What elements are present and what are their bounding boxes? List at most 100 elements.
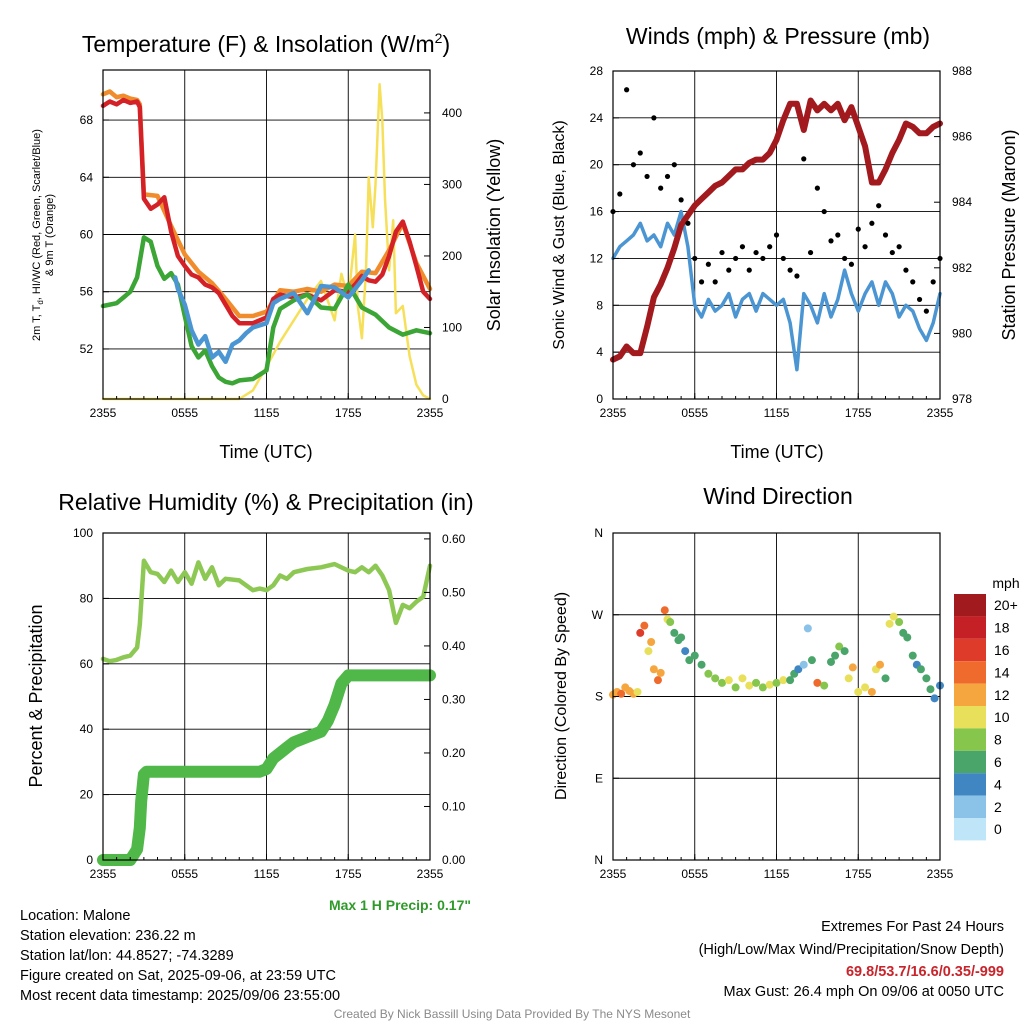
direction-point <box>840 647 849 656</box>
direction-point <box>827 657 835 666</box>
direction-point <box>916 665 925 674</box>
temperature-xlabel: Time (UTC) <box>219 442 312 462</box>
gust-point <box>773 232 780 238</box>
y-tick-label: W <box>592 608 604 622</box>
x-tick-label: 2355 <box>90 867 117 881</box>
speed-legend-label: 16 <box>994 642 1010 658</box>
gust-point <box>828 238 834 244</box>
humidity-title: Relative Humidity (%) & Precipitation (i… <box>58 489 473 515</box>
figure-created: Figure created on Sat, 2025-09-06, at 23… <box>20 968 336 984</box>
temperature-panel: Temperature (F) & Insolation (W/m2) 2355… <box>31 30 504 462</box>
direction-point <box>908 651 917 660</box>
y-tick-label: E <box>595 771 603 785</box>
speed-legend-swatch <box>954 683 986 706</box>
dewpoint-line <box>100 235 433 386</box>
max-precip-label: Max 1 H Precip: 0.17" <box>329 897 471 913</box>
direction-point <box>844 674 853 683</box>
speed-legend-label: 8 <box>994 732 1002 748</box>
gust-point <box>719 249 725 256</box>
direction-title: Wind Direction <box>703 483 853 509</box>
y-tick-label: 56 <box>80 285 94 299</box>
direction-point <box>636 628 645 637</box>
direction-point <box>666 618 675 627</box>
x-tick-label: 2355 <box>927 867 954 881</box>
station-latlon: Station lat/lon: 44.8527; -74.3289 <box>20 948 234 964</box>
y-tick-label: 60 <box>80 228 94 242</box>
gust-point <box>685 220 691 226</box>
speed-legend-swatch <box>954 661 986 684</box>
gust-point <box>821 208 827 215</box>
gust-point <box>876 203 882 209</box>
direction-point <box>813 678 822 687</box>
x-tick-label: 2355 <box>927 406 954 420</box>
y2-tick-label: 982 <box>952 261 972 275</box>
gust-point <box>698 279 705 285</box>
gust-point <box>630 162 637 168</box>
direction-point <box>711 674 720 683</box>
x-tick-label: 0555 <box>681 867 708 881</box>
x-tick-label: 2355 <box>600 406 627 420</box>
max-gust: Max Gust: 26.4 mph On 09/06 at 0050 UTC <box>723 984 1004 1000</box>
sonic-wind-line <box>611 209 942 372</box>
x-tick-label: 1755 <box>335 867 362 881</box>
y-tick-label: 12 <box>590 251 604 265</box>
direction-point <box>724 676 733 685</box>
y2-tick-label: 0.50 <box>442 585 466 599</box>
direction-point <box>647 638 656 646</box>
direction-point <box>617 689 626 698</box>
y-tick-label: 24 <box>590 111 604 125</box>
gust-point <box>651 115 657 121</box>
gust-point <box>801 156 807 162</box>
station-info: Location: Malone Station elevation: 236.… <box>20 906 340 1006</box>
direction-point <box>885 619 894 628</box>
speed-legend-swatch <box>954 818 986 841</box>
speed-legend-swatch <box>954 728 986 751</box>
x-tick-label: 1755 <box>335 406 362 420</box>
y2-tick-label: 0.30 <box>442 692 466 706</box>
speed-legend-label: 6 <box>994 754 1002 770</box>
speed-legend-swatch <box>954 750 986 774</box>
y-tick-label: N <box>594 526 603 540</box>
direction-point <box>738 674 747 683</box>
extremes-title: Extremes For Past 24 Hours <box>821 919 1004 935</box>
pressure-ylabel: Station Pressure (Maroon) <box>999 129 1019 340</box>
speed-legend-swatch <box>954 706 986 729</box>
direction-point <box>807 656 816 665</box>
x-tick-label: 1155 <box>764 406 790 420</box>
humidity-ylabel: Percent & Precipitation <box>26 604 46 787</box>
temperature-ylabel-line1: 2m T, Td, HI/WC (Red, Green, Scarlet/Blu… <box>31 129 45 341</box>
y2-tick-label: 0 <box>442 392 449 406</box>
gust-point <box>739 244 746 250</box>
gust-point <box>862 244 868 250</box>
y-tick-label: 68 <box>80 113 94 127</box>
gust-point <box>726 267 732 273</box>
gust-point <box>889 249 895 256</box>
gust-point <box>903 267 909 273</box>
gust-point <box>753 249 759 256</box>
speed-legend-label: 20+ <box>994 597 1018 613</box>
direction-point <box>772 678 781 687</box>
direction-point <box>677 633 686 642</box>
windchill-line <box>172 268 371 365</box>
gust-point <box>644 173 650 180</box>
gust-point <box>794 273 800 279</box>
y2-tick-label: 0.40 <box>442 639 466 653</box>
gust-point <box>664 173 671 180</box>
gust-point <box>787 267 793 273</box>
direction-point <box>640 621 649 630</box>
gust-point <box>930 279 936 285</box>
y-tick-label: 0 <box>596 392 603 406</box>
speed-legend-label: 12 <box>994 687 1010 703</box>
y-tick-label: 20 <box>590 158 604 172</box>
gust-point <box>855 226 861 232</box>
y2-tick-label: 978 <box>952 392 972 406</box>
insolation-ylabel: Solar Insolation (Yellow) <box>484 139 504 331</box>
y2-tick-label: 200 <box>442 249 462 263</box>
y2-tick-label: 0.10 <box>442 799 466 813</box>
speed-legend-swatch <box>954 638 986 662</box>
direction-point <box>704 669 713 678</box>
direction-point <box>697 660 706 669</box>
x-tick-label: 2355 <box>417 867 444 881</box>
gust-point <box>842 255 848 262</box>
direction-point <box>660 606 669 615</box>
